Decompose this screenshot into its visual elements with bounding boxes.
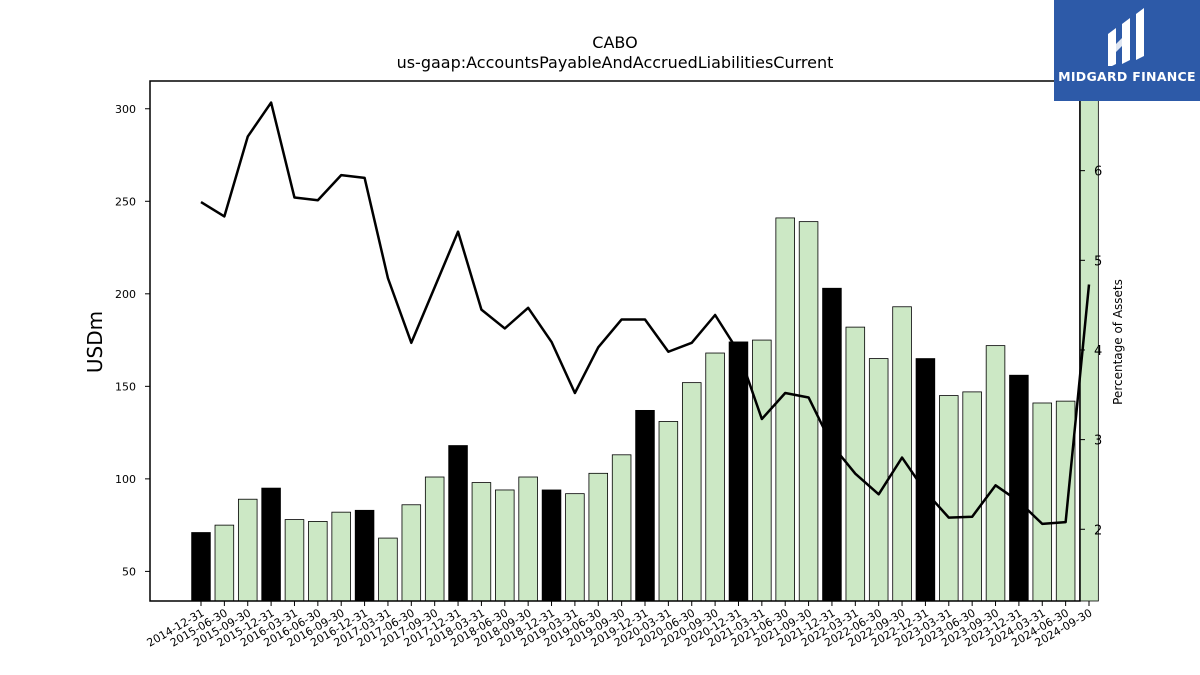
plot-frame	[149, 80, 1081, 602]
bar-2014-12-31	[191, 532, 211, 602]
bar-2019-12-31	[635, 409, 655, 602]
y-tick-label: 100	[115, 473, 136, 486]
bar-2016-06-30	[308, 521, 328, 602]
y-tick-label: 250	[115, 195, 136, 208]
bar-2015-09-30	[237, 498, 258, 602]
midgard-bars-logo-icon	[1108, 8, 1144, 66]
bar-2019-06-30	[588, 472, 609, 602]
bar-2021-03-31	[752, 339, 772, 602]
bar-2016-09-30	[331, 511, 351, 602]
bar-2018-03-31	[471, 482, 492, 602]
y-tick-label: 50	[122, 565, 136, 578]
brand-logo: MIDGARD FINANCE	[1054, 0, 1200, 101]
bar-2019-09-30	[611, 454, 632, 602]
bar-2020-06-30	[681, 382, 702, 602]
bar-2023-09-30	[985, 345, 1006, 602]
bar-2024-03-31	[1032, 402, 1053, 602]
y-tick-label: 300	[115, 103, 136, 116]
bar-2024-06-30	[1055, 400, 1076, 602]
bar-2016-12-31	[354, 509, 375, 602]
bar-2023-12-31	[1009, 374, 1029, 602]
y-right-tick-label: 5	[1094, 254, 1102, 269]
bar-2015-06-30	[214, 524, 235, 602]
bar-2018-12-31	[541, 489, 562, 602]
bar-2017-06-30	[401, 504, 422, 602]
bar-2022-09-30	[892, 306, 912, 602]
y-right-tick-label: 3	[1094, 434, 1102, 449]
bar-2018-09-30	[518, 476, 538, 602]
y-tick-label: 150	[115, 380, 136, 393]
bar-2017-12-31	[448, 445, 468, 602]
bar-2023-03-31	[939, 395, 959, 602]
percent-of-assets-line	[200, 101, 1091, 526]
y-axis-right-label: Percentage of Assets	[1111, 279, 1125, 405]
bar-2020-03-31	[658, 421, 679, 602]
bar-2015-12-31	[261, 487, 281, 602]
bar-2020-09-30	[705, 352, 725, 602]
y-right-tick-label: 4	[1094, 344, 1102, 359]
y-tick-label: 200	[115, 288, 136, 301]
bar-2017-03-31	[378, 537, 398, 602]
y-right-tick-label: 6	[1094, 165, 1102, 180]
bar-2018-06-30	[495, 489, 515, 602]
bar-2017-09-30	[424, 476, 445, 602]
y-axis-label: USDm	[83, 311, 107, 373]
bar-2019-03-31	[565, 493, 585, 602]
bar-2022-06-30	[868, 358, 889, 602]
bar-2022-12-31	[915, 358, 936, 602]
bar-2020-12-31	[728, 341, 749, 602]
chart-subtitle: us-gaap:AccountsPayableAndAccruedLiabili…	[397, 53, 834, 72]
chart-title: CABO	[592, 33, 637, 52]
bar-2023-06-30	[962, 391, 982, 602]
bar-2016-03-31	[284, 519, 305, 602]
y-right-tick-label: 2	[1094, 523, 1102, 538]
brand-logo-text: MIDGARD FINANCE	[1058, 69, 1196, 84]
bar-2021-06-30	[775, 217, 795, 602]
